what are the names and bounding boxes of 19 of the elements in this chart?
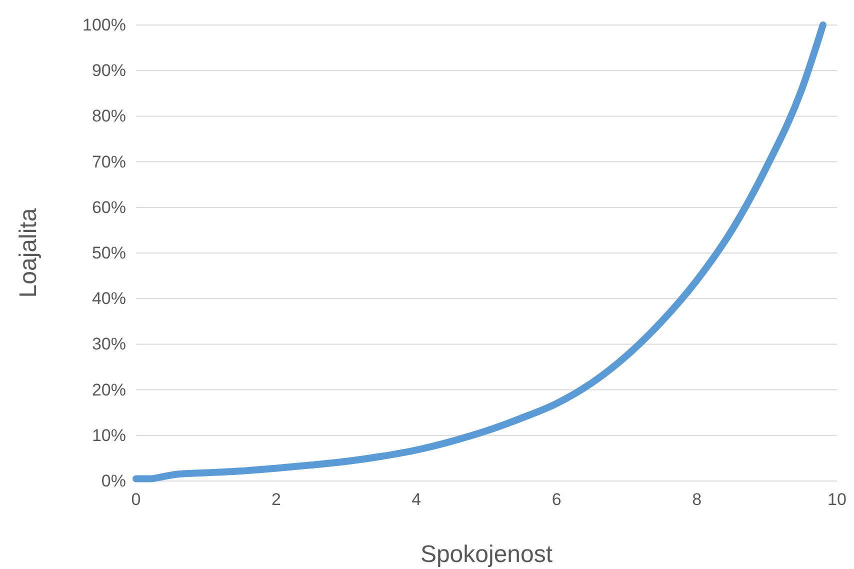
y-tick-label: 10% bbox=[92, 426, 126, 445]
y-axis-title: Loajalita bbox=[15, 208, 42, 298]
x-axis-title: Spokojenost bbox=[420, 541, 553, 568]
y-tick-label: 100% bbox=[82, 15, 126, 34]
x-tick-label: 6 bbox=[552, 490, 562, 510]
y-tick-label: 70% bbox=[92, 152, 126, 172]
x-tick-label: 4 bbox=[412, 490, 422, 510]
y-tick-label: 80% bbox=[92, 106, 126, 126]
x-tick-label: 2 bbox=[271, 490, 281, 510]
y-tick-label: 60% bbox=[92, 198, 126, 217]
x-tick-label: 8 bbox=[692, 490, 702, 510]
y-tick-label: 0% bbox=[101, 471, 126, 490]
y-tick-label: 50% bbox=[92, 243, 126, 262]
x-tick-label: 10 bbox=[828, 490, 846, 510]
y-tick-label: 20% bbox=[92, 380, 126, 400]
x-tick-label: 0 bbox=[131, 490, 141, 510]
y-tick-label: 30% bbox=[92, 334, 126, 354]
y-tick-label: 40% bbox=[92, 289, 126, 308]
y-tick-label: 90% bbox=[92, 61, 126, 80]
